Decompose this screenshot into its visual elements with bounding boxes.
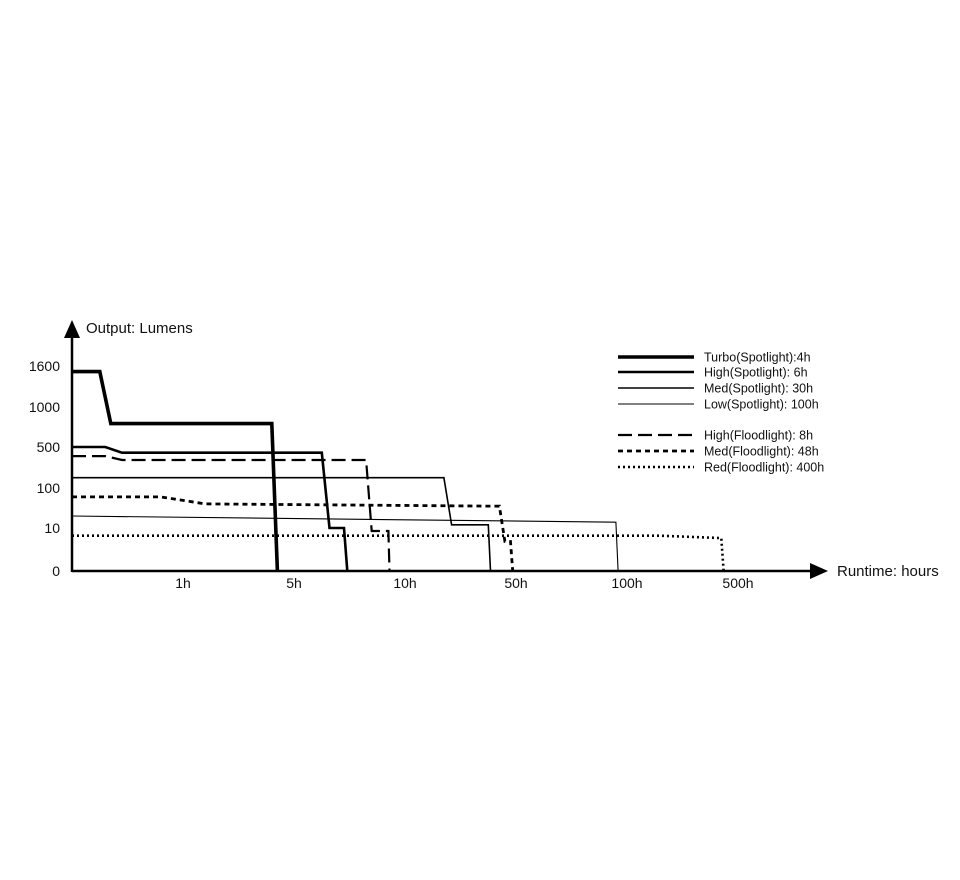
x-tick-label: 10h (393, 575, 416, 591)
x-tick-label: 50h (504, 575, 527, 591)
axes: Output: Lumens Runtime: hours (64, 320, 939, 580)
y-axis-arrow-icon (64, 320, 80, 338)
y-tick-label: 500 (37, 439, 61, 455)
series-line-2 (72, 445, 349, 572)
x-axis-title: Runtime: hours (837, 563, 939, 580)
series-line-5 (72, 455, 391, 572)
series-line-6 (72, 495, 515, 572)
legend-label: Med(Spotlight): 30h (704, 382, 813, 396)
legend-label: High(Floodlight): 8h (704, 429, 813, 443)
y-tick-label: 1000 (29, 399, 60, 415)
y-tick-label: 1600 (29, 358, 60, 374)
x-tick-label: 100h (611, 575, 642, 591)
series-line-7 (72, 534, 725, 572)
x-tick-label: 5h (286, 575, 302, 591)
x-tick-labels: 1h 5h 10h 50h 100h 500h (175, 575, 753, 591)
series-line-3 (72, 476, 492, 572)
y-tick-label: 0 (52, 563, 60, 579)
legend-label: Red(Floodlight): 400h (704, 461, 824, 475)
series-line-4 (71, 515, 619, 572)
legend-label: Low(Spotlight): 100h (704, 398, 819, 412)
legend-label: Med(Floodlight): 48h (704, 445, 819, 459)
x-axis-arrow-icon (810, 563, 828, 579)
legend-label: Turbo(Spotlight):4h (704, 351, 811, 365)
y-tick-label: 10 (44, 520, 60, 536)
x-tick-label: 1h (175, 575, 191, 591)
series-lines (71, 369, 725, 572)
legend-label: High(Spotlight): 6h (704, 366, 808, 380)
y-axis-title: Output: Lumens (86, 320, 193, 337)
x-tick-label: 500h (722, 575, 753, 591)
series-line-1 (72, 369, 280, 572)
y-tick-label: 100 (37, 480, 61, 496)
